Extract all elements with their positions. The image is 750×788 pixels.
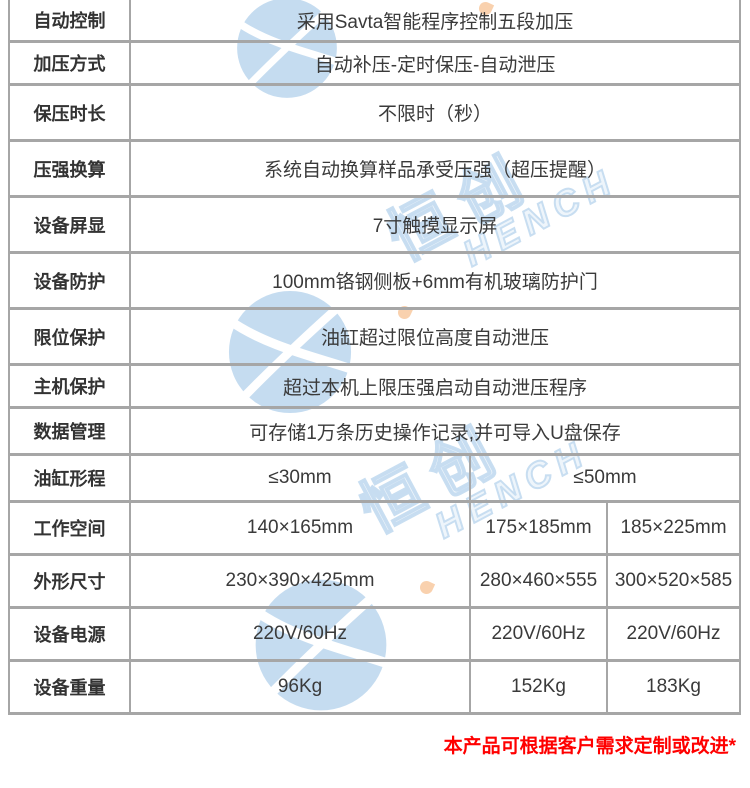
table-row: 数据管理 可存储1万条历史操作记录,并可导入U盘保存 (8, 406, 742, 456)
table-row: 自动控制 采用Savta智能程序控制五段加压 (8, 0, 742, 43)
table-row: 设备重量 96Kg 152Kg 183Kg (8, 659, 742, 715)
row-label: 工作空间 (8, 500, 131, 556)
spec-value-cell: 系统自动换算样品承受压强（超压提醒） (128, 139, 742, 198)
spec-value-cell: 超过本机上限压强启动自动泄压程序 (128, 363, 742, 409)
row-label: 加压方式 (8, 40, 131, 86)
spec-value-cell: 300×520×585 (605, 553, 742, 609)
spec-value-cell: 185×225mm (605, 500, 742, 556)
table-row: 加压方式 自动补压-定时保压-自动泄压 (8, 40, 742, 86)
row-label: 保压时长 (8, 83, 131, 142)
customization-note: 本产品可根据客户需求定制或改进* (443, 736, 736, 757)
spec-value-cell: 140×165mm (129, 500, 471, 556)
table-row: 工作空间 140×165mm 175×185mm 185×225mm (8, 500, 742, 556)
spec-value-cell: 220V/60Hz (129, 606, 471, 662)
spec-value-cell: 230×390×425mm (129, 553, 471, 609)
spec-value-cell: ≤50mm (468, 453, 742, 503)
row-label: 数据管理 (8, 406, 131, 456)
row-label: 设备重量 (8, 659, 131, 715)
spec-value-cell: 280×460×555 (469, 553, 608, 609)
table-row: 外形尺寸 230×390×425mm 280×460×555 300×520×585 (8, 553, 742, 609)
table-row: 设备防护 100mm铬钢侧板+6mm有机玻璃防护门 (8, 251, 742, 310)
row-label: 设备防护 (8, 251, 131, 310)
table-row: 保压时长 不限时（秒） (8, 83, 742, 142)
spec-value-cell: 可存储1万条历史操作记录,并可导入U盘保存 (128, 406, 742, 456)
spec-value-cell: 183Kg (605, 659, 742, 715)
spec-value-cell: 152Kg (469, 659, 608, 715)
spec-value-cell: 220V/60Hz (605, 606, 742, 662)
row-label: 限位保护 (8, 307, 131, 366)
spec-table: 自动控制 采用Savta智能程序控制五段加压 加压方式 自动补压-定时保压-自动泄压保… (8, 0, 742, 715)
spec-value-cell: 自动补压-定时保压-自动泄压 (128, 40, 742, 86)
spec-value-cell: 220V/60Hz (469, 606, 608, 662)
table-row: 限位保护 油缸超过限位高度自动泄压 (8, 307, 742, 366)
spec-table-body: 自动控制 采用Savta智能程序控制五段加压 加压方式 自动补压-定时保压-自动泄压保… (8, 0, 742, 715)
spec-value-cell: ≤30mm (129, 453, 471, 503)
spec-value-cell: 不限时（秒） (128, 83, 742, 142)
row-label: 油缸形程 (8, 453, 131, 503)
row-label: 外形尺寸 (8, 553, 131, 609)
spec-value-cell: 100mm铬钢侧板+6mm有机玻璃防护门 (128, 251, 742, 310)
row-label: 自动控制 (8, 0, 131, 43)
table-row: 压强换算 系统自动换算样品承受压强（超压提醒） (8, 139, 742, 198)
table-row: 主机保护 超过本机上限压强启动自动泄压程序 (8, 363, 742, 409)
row-label: 压强换算 (8, 139, 131, 198)
row-label: 设备电源 (8, 606, 131, 662)
spec-value-cell: 油缸超过限位高度自动泄压 (128, 307, 742, 366)
table-row: 设备电源 220V/60Hz 220V/60Hz 220V/60Hz (8, 606, 742, 662)
spec-value-cell: 96Kg (129, 659, 471, 715)
table-row: 设备屏显 7寸触摸显示屏 (8, 195, 742, 254)
row-label: 设备屏显 (8, 195, 131, 254)
table-row: 油缸形程 ≤30mm ≤50mm (8, 453, 742, 503)
row-label: 主机保护 (8, 363, 131, 409)
spec-value-cell: 7寸触摸显示屏 (128, 195, 742, 254)
spec-value-cell: 采用Savta智能程序控制五段加压 (128, 0, 742, 43)
spec-value-cell: 175×185mm (469, 500, 608, 556)
